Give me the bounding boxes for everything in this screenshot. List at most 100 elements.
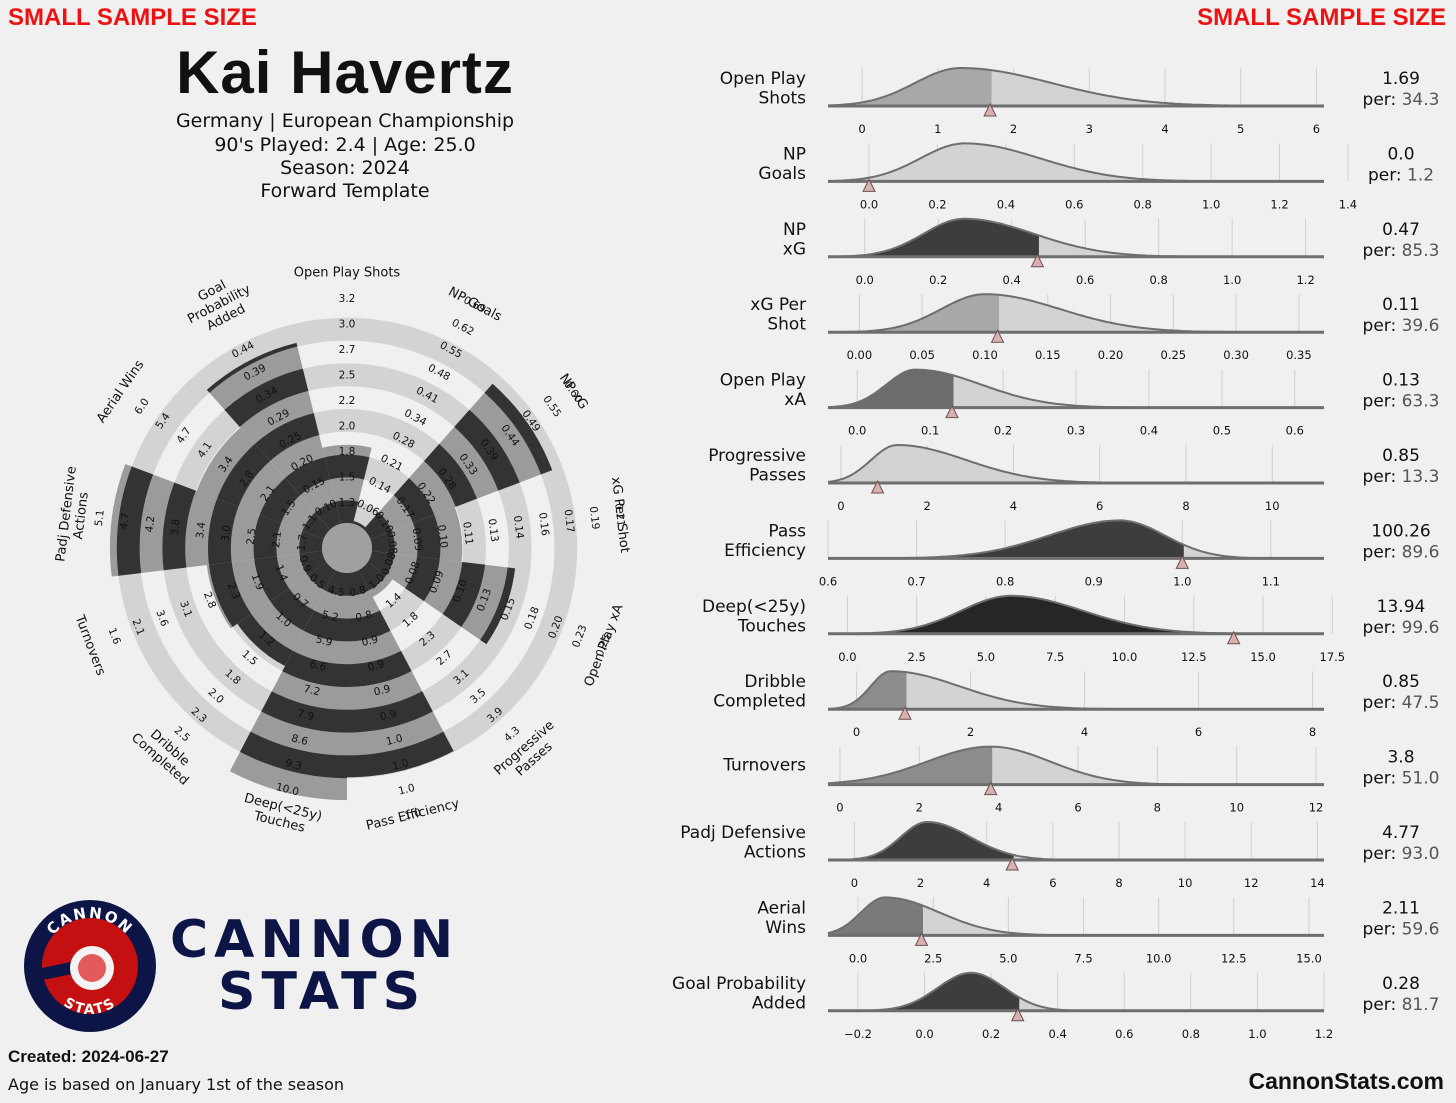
radar-tick-label: 0.14 (511, 515, 526, 540)
radar-tick-label: 0.62 (450, 317, 476, 338)
distribution-tick-label: 1.4 (1339, 197, 1357, 211)
distribution-tick-label: 0.3 (1067, 424, 1085, 438)
distribution-tick-label: 6 (1074, 801, 1081, 815)
density-shaded-area (828, 746, 991, 785)
logo-wheel-hub (78, 954, 106, 982)
distribution-tick-label: 0 (837, 499, 844, 513)
radar-tick-label: 0.08 (384, 530, 399, 555)
subtitle-template: Forward Template (260, 180, 430, 202)
metric-percentile: per: 13.3 (1363, 467, 1440, 487)
distribution-tick-label: 8 (1182, 499, 1189, 513)
distribution-tick-label: 4 (995, 801, 1002, 815)
distribution-row: 0 2 4 6 8 10 12 14 Padj Defensive Actions 4.77per:… (680, 820, 1439, 890)
radar-tick-label: 6.6 (308, 658, 327, 674)
distribution-tick-label: 6 (1096, 499, 1103, 513)
distribution-tick-label: 1.1 (1262, 574, 1280, 588)
distribution-tick-label: 2.5 (908, 650, 926, 664)
radar-tick-label: 4.7 (118, 512, 132, 530)
radar-tick-label: 1.5 (339, 472, 356, 484)
distribution-tick-label: 2 (1010, 122, 1017, 136)
distribution-tick-label: 2 (924, 499, 931, 513)
distribution-tick-label: 1.0 (1202, 197, 1220, 211)
metric-percentile: per: 1.2 (1368, 165, 1434, 185)
distribution-tick-label: 1 (934, 122, 941, 136)
density-shaded-area (828, 520, 1183, 559)
distribution-tick-label: 0 (836, 801, 843, 815)
radar-tick-label: 3.0 (219, 524, 233, 542)
distribution-tick-label: −0.2 (844, 1027, 872, 1041)
radar-tick-label: 0.9 (296, 554, 313, 574)
radar-tick-label: 0.09 (410, 527, 425, 552)
distribution-tick-label: 2.5 (924, 951, 942, 965)
metric-value: 1.69 (1382, 69, 1420, 89)
radar-axis-label: Open Play xA (582, 602, 627, 688)
radar-tick-label: 1.0 (403, 807, 422, 823)
radar-tick-label: 0.16 (536, 512, 551, 537)
small-sample-warning-left: SMALL SAMPLE SIZE (8, 4, 257, 31)
radar-tick-label: 9.3 (284, 757, 303, 773)
distribution-tick-label: 14 (1310, 876, 1325, 890)
metric-percentile: per: 89.6 (1363, 542, 1440, 562)
distribution-tick-label: 15.0 (1250, 650, 1276, 664)
distribution-row: 0.6 0.7 0.8 0.9 1.0 1.1 Pass Efficiency 100.26pe… (724, 519, 1440, 588)
radar-wedge (196, 427, 347, 548)
density-area (828, 445, 1324, 483)
distribution-metric-label: Open Play xA (720, 371, 807, 411)
distribution-tick-label: 0.2 (928, 197, 946, 211)
metric-value: 0.47 (1382, 220, 1420, 240)
player-marker (983, 781, 998, 796)
subtitle-competition: Germany | European Championship (175, 110, 515, 132)
metric-value: 0.13 (1382, 371, 1420, 391)
radar-tick-label: 1.8 (339, 446, 356, 458)
radar-tick-label: 5.1 (93, 509, 107, 527)
distribution-tick-label: 0 (853, 725, 860, 739)
distribution-tick-label: 10 (1229, 801, 1244, 815)
radar-tick-label: 0.10 (435, 524, 450, 549)
distribution-tick-label: 10 (1178, 876, 1193, 890)
distribution-tick-label: 1.0 (1248, 1027, 1266, 1041)
distribution-tick-label: 0.2 (982, 1027, 1000, 1041)
metric-value: 2.11 (1382, 898, 1420, 918)
distribution-tick-label: 0.30 (1223, 348, 1249, 362)
distribution-tick-label: 0.00 (847, 348, 873, 362)
radar-tick-label: 4.5 (327, 584, 346, 600)
player-marker (945, 404, 959, 419)
density-shaded-area (828, 218, 1038, 257)
distribution-tick-label: 0.10 (972, 348, 998, 362)
player-marker (898, 706, 912, 720)
small-sample-warning-right: SMALL SAMPLE SIZE (1197, 4, 1446, 31)
radar-center (322, 523, 372, 573)
distribution-tick-label: 0.15 (1035, 348, 1061, 362)
distribution-tick-label: 0.1 (921, 424, 939, 438)
radar-tick-label: 3.0 (339, 319, 356, 331)
distribution-metric-label: Open Play Shots (720, 69, 806, 109)
radar-tick-label: 2.5 (172, 724, 192, 744)
radar-tick-label: 3.8 (169, 518, 183, 536)
distribution-tick-label: 0.9 (1085, 574, 1103, 588)
distribution-tick-label: 12 (1309, 801, 1324, 815)
distribution-tick-label: 0.8 (1150, 273, 1168, 287)
radar-tick-label: 2.1 (270, 530, 284, 548)
distribution-tick-label: 2 (917, 876, 924, 890)
distribution-tick-label: 0.4 (1003, 273, 1021, 287)
player-marker (1175, 555, 1190, 569)
distribution-metric-label: Turnovers (722, 756, 806, 776)
radar-tick-label: 1.3 (339, 497, 356, 509)
distribution-tick-label: 0.6 (1286, 424, 1304, 438)
player-marker (1010, 1007, 1025, 1022)
distribution-row: −0.2 0.0 0.2 0.4 0.6 0.8 1.0 1.2 Goal Probabilit… (672, 971, 1439, 1041)
brand-name-line1: CANNON (170, 910, 460, 970)
distribution-tick-label: 8 (1309, 725, 1316, 739)
radar-tick-label: 7.2 (302, 683, 321, 699)
radar-axis-label: Open Play Shots (294, 266, 401, 281)
created-date: Created: 2024-06-27 (8, 1047, 169, 1066)
radar-tick-label: 0.55 (540, 394, 563, 420)
radar-tick-label: 2.0 (339, 421, 356, 433)
logo-text-bottom: STATS (61, 995, 117, 1018)
radar-tick-label: 1.0 (397, 782, 416, 798)
radar-tick-label: 0.19 (587, 506, 602, 531)
density-area (828, 972, 1324, 1011)
distribution-tick-label: 12 (1244, 876, 1259, 890)
metric-value: 100.26 (1371, 521, 1430, 541)
distribution-tick-label: 6 (1195, 725, 1202, 739)
